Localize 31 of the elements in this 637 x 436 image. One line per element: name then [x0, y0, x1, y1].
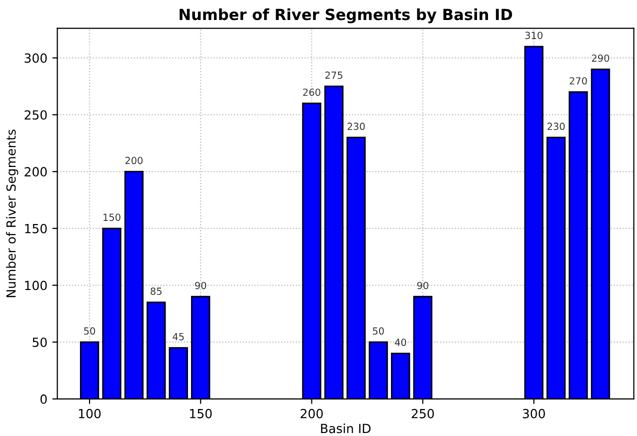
data-label: 50 — [84, 327, 96, 335]
x-axis-title: Basin ID — [321, 424, 371, 434]
data-label: 310 — [525, 32, 542, 40]
data-label: 200 — [125, 156, 143, 164]
data-label: 45 — [172, 333, 184, 340]
data-label: 40 — [394, 338, 406, 346]
x-tick-label: 300 — [522, 408, 545, 418]
y-axis-title: Number of River Segments — [6, 130, 18, 298]
data-label: 150 — [104, 214, 120, 221]
x-tick-label: 250 — [412, 408, 434, 418]
y-tick-label: 0 — [40, 394, 47, 404]
data-label: 275 — [325, 72, 342, 79]
x-tick-label: 150 — [190, 408, 212, 418]
x-tick-label: 200 — [300, 408, 323, 418]
data-label: 85 — [150, 288, 162, 295]
data-label: 260 — [303, 88, 320, 96]
data-label: 90 — [195, 282, 206, 290]
data-label: 230 — [348, 122, 365, 130]
y-tick-label: 300 — [24, 53, 47, 63]
y-tick-label: 100 — [25, 280, 47, 290]
x-tick-label: 100 — [78, 408, 101, 418]
data-label: 270 — [570, 77, 587, 85]
data-label: 290 — [592, 54, 610, 62]
y-tick-label: 150 — [25, 224, 47, 234]
y-tick-label: 50 — [32, 338, 47, 348]
data-label: 90 — [417, 282, 428, 290]
y-tick-label: 200 — [24, 167, 47, 177]
data-label: 230 — [547, 122, 565, 130]
y-tick-label: 250 — [24, 110, 47, 120]
data-label: 50 — [372, 327, 384, 335]
chart-title: Number of River Segments by Basin ID — [180, 8, 512, 24]
